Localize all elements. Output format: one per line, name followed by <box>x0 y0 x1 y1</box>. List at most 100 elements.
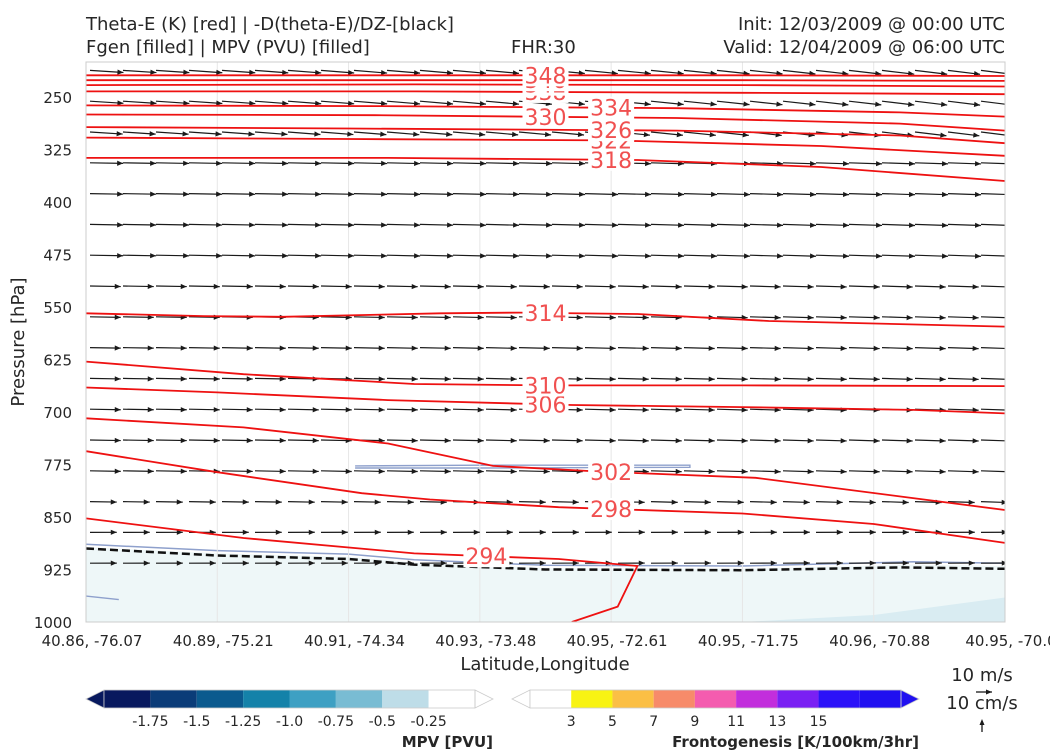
x-tick-label: 40.89, -75.21 <box>173 632 274 650</box>
wind-vector-head <box>275 529 282 535</box>
wind-vector-head <box>512 70 519 76</box>
wind-vector-head <box>312 407 319 413</box>
wind-vector-head <box>612 253 619 259</box>
wind-vector-head <box>675 438 682 444</box>
wind-vector-head <box>972 284 979 290</box>
wind-vector <box>980 470 1005 473</box>
wind-vector-head <box>642 314 649 321</box>
wind-vector-head <box>774 376 781 382</box>
wind-vector-head <box>543 284 550 290</box>
wind-vector-head <box>275 499 282 505</box>
wind-vector-head <box>642 284 649 290</box>
wind-vector-head <box>477 376 484 382</box>
wind-vector-head <box>282 191 289 197</box>
wind-vector-head <box>543 438 550 444</box>
wind-vector-head <box>907 70 915 77</box>
wind-vector-head <box>576 407 583 413</box>
wind-vector-head <box>411 376 418 382</box>
wind-vector-head <box>579 222 586 228</box>
wind-vector-head <box>315 253 322 259</box>
mpv-colorbar-tick: -0.5 <box>369 714 396 730</box>
mpv-contour-upper <box>355 464 691 469</box>
wind-vector-head <box>675 345 682 351</box>
wind-vector-head <box>609 438 616 444</box>
wind-vector-head <box>675 284 682 290</box>
wind-vector-head <box>149 131 156 137</box>
mpv-colorbar-swatch <box>104 690 151 708</box>
theta-e-label-bg <box>588 498 635 520</box>
wind-scale-label: 10 m/s <box>951 665 1013 686</box>
wind-vector-head <box>744 191 751 197</box>
wind-vector-head <box>216 222 223 228</box>
wind-vector-head <box>708 284 715 290</box>
wind-vector-head <box>709 132 716 138</box>
x-tick-label: 40.93, -73.48 <box>435 632 536 650</box>
mpv-colorbar-label: MPV [PVU] <box>402 733 493 750</box>
wind-vector-head <box>973 132 980 138</box>
wind-vector-head <box>249 160 256 166</box>
wind-vector-head <box>345 345 352 351</box>
wind-vector-head <box>183 222 190 228</box>
fgen-colorbar-tick: 3 <box>567 714 576 730</box>
wind-vector-head <box>1006 315 1012 320</box>
wind-vector-head <box>444 376 451 382</box>
wind-vector-head <box>176 560 183 566</box>
wind-vector <box>980 439 1005 442</box>
wind-vector-head <box>638 499 645 505</box>
wind-vector-head <box>642 438 649 444</box>
wind-vector-head <box>704 529 711 535</box>
wind-vector-head <box>315 160 322 166</box>
wind-vector-head <box>939 284 946 290</box>
wind-vector-head <box>803 560 810 566</box>
wind-vector-head <box>248 131 255 137</box>
wind-vector-head <box>741 284 748 290</box>
wind-vector-head <box>544 131 552 137</box>
theta-e-label-302: 302 <box>590 461 632 486</box>
wind-vector-head <box>150 160 157 166</box>
wind-vector-head <box>708 376 715 382</box>
wind-vector-head <box>972 315 979 321</box>
wind-vector-head <box>906 345 913 352</box>
wind-vector-head <box>704 499 711 505</box>
wind-vector-head <box>968 499 975 505</box>
wind-vector-head <box>642 407 649 413</box>
wind-vector-head <box>312 345 319 351</box>
wind-vector-head <box>972 345 979 352</box>
wind-vector-head <box>510 468 517 475</box>
wind-vector <box>980 69 1005 74</box>
wind-vector-head <box>875 253 883 259</box>
y-axis-label: Pressure [hPa] <box>8 277 29 406</box>
wind-vector-head <box>968 529 975 535</box>
wind-vector-head <box>774 345 781 351</box>
mpv-colorbar-arrow-right <box>474 689 494 709</box>
theta-e-contour-346 <box>86 79 1005 82</box>
wind-vector-head <box>803 529 810 535</box>
wind-vector-head <box>147 437 154 444</box>
wind-vector-head <box>1006 407 1012 412</box>
wind-vector-head <box>807 438 814 444</box>
mpv-colorbar-swatch <box>335 690 383 708</box>
wind-vector-head <box>906 376 913 382</box>
wind-vector-head <box>642 345 649 351</box>
mpv-colorbar-tick: -0.75 <box>318 714 354 730</box>
wind-vector-head <box>807 345 814 351</box>
wind-vector-head <box>941 161 949 167</box>
wind-vector-head <box>380 70 388 76</box>
x-tick-label: 40.91, -74.34 <box>304 632 405 650</box>
theta-e-label-bg <box>588 148 635 171</box>
wind-vector-head <box>770 529 777 535</box>
wind-vector-head <box>180 437 187 444</box>
wind-vector-head <box>510 314 517 321</box>
wind-vector-head <box>308 499 315 505</box>
wind-vector-head <box>117 100 124 106</box>
wind-vector-head <box>246 345 253 351</box>
wind-vector-head <box>842 161 850 167</box>
wind-vector-head <box>249 191 256 197</box>
fgen-colorbar-tick: 7 <box>649 714 658 730</box>
wind-vector-head <box>774 314 781 321</box>
wind-vector-head <box>840 345 847 351</box>
wind-vector-head <box>576 376 583 382</box>
wind-vector-head <box>968 560 975 566</box>
wind-vector-head <box>117 191 124 197</box>
mpv-colorbar-tick: -1.5 <box>183 714 210 730</box>
